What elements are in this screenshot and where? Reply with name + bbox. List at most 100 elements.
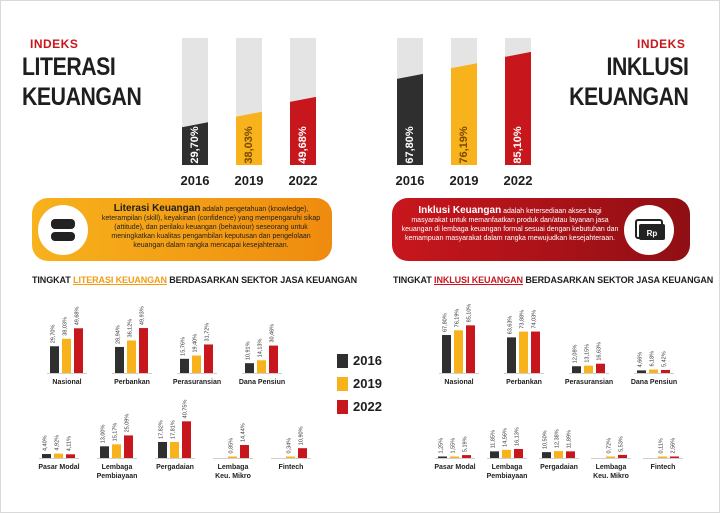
literasi-index-year-label: 2019 bbox=[235, 173, 264, 188]
inklusi-sector-bar-label: 85,10% bbox=[467, 304, 473, 323]
inklusi-sector-title: TINGKAT INKLUSI KEUANGAN BERDASARKAN SEK… bbox=[393, 275, 713, 285]
inklusi-sector-bar-label: 74,03% bbox=[532, 310, 538, 329]
inklusi-sector-bar-label: 10,50% bbox=[543, 430, 549, 449]
inklusi-sector-bar-label: 14,56% bbox=[503, 428, 509, 447]
literasi-sector-bar bbox=[124, 435, 133, 458]
literasi-sector-category-label: Perbankan bbox=[114, 379, 150, 386]
literasi-sector-bar bbox=[192, 355, 201, 373]
literasi-sector-bar bbox=[42, 454, 51, 458]
literasi-sector-bar-label: 49,68% bbox=[75, 307, 81, 326]
inklusi-sector-bar bbox=[514, 448, 523, 458]
inklusi-sector-bar bbox=[542, 452, 551, 458]
literasi-index-bar-cap bbox=[182, 122, 208, 131]
literasi-sector-bar bbox=[240, 445, 249, 458]
inklusi-sector-bar-label: 13,15% bbox=[585, 344, 591, 363]
inklusi-sector-bar bbox=[661, 369, 670, 373]
literasi-definition-body: adalah pengetahuan (knowledge), keteramp… bbox=[101, 206, 321, 249]
literasi-sector-bar-label: 0,34% bbox=[287, 438, 293, 454]
inklusi-sector-bar-label: 0,11% bbox=[659, 438, 665, 453]
literasi-index-bar-cap bbox=[236, 111, 262, 120]
literasi-sector-bar bbox=[74, 328, 83, 373]
literasi-index-bar-cap bbox=[290, 96, 316, 105]
inklusi-sector-bar bbox=[596, 363, 605, 373]
inklusi-sector-bar bbox=[490, 451, 499, 458]
literasi-sector-bar-label: 31,72% bbox=[205, 323, 211, 342]
literasi-index-value-label: 29,70% bbox=[189, 126, 201, 164]
inklusi-sector-bar-label: 11,85% bbox=[491, 430, 497, 448]
literasi-sector-category-label: Dana Pensiun bbox=[239, 379, 285, 386]
left-title-line2: KEUANGAN bbox=[22, 83, 142, 111]
inklusi-index-bar-cap bbox=[451, 63, 477, 72]
legend-swatch-2022 bbox=[337, 400, 348, 414]
inklusi-sector-bar-label: 6,18% bbox=[650, 351, 656, 367]
inklusi-definition-title: Inklusi Keuangan bbox=[418, 205, 502, 216]
literasi-index-chart: 29,70% 2016 38,03% 2019 49,68% 2022 bbox=[181, 38, 317, 188]
inklusi-sector-bar bbox=[618, 454, 627, 458]
literasi-definition-text: Literasi Keuangan adalah pengetahuan (kn… bbox=[100, 204, 322, 250]
left-small-title: INDEKS bbox=[30, 37, 79, 51]
inklusi-index-value-label: 67,80% bbox=[404, 126, 416, 164]
literasi-index-year-label: 2016 bbox=[181, 173, 210, 188]
inklusi-sector-bar bbox=[454, 330, 463, 373]
literasi-sector-bar bbox=[204, 344, 213, 373]
inklusi-sector-chart: 67,80% 76,19% 85,10% Nasional 63,63% 73,88% 74… bbox=[434, 304, 683, 480]
inklusi-index-year-label: 2016 bbox=[396, 173, 425, 188]
inklusi-sector-bar bbox=[531, 331, 540, 373]
inklusi-sector-bar bbox=[670, 456, 679, 458]
literasi-sector-title-highlight: LITERASI KEUANGAN bbox=[73, 275, 167, 285]
inklusi-sector-bar bbox=[507, 337, 516, 373]
literasi-index-bar bbox=[236, 116, 262, 165]
inklusi-sector-bar bbox=[606, 456, 615, 458]
literasi-sector-bar-label: 4,11% bbox=[67, 436, 73, 451]
inklusi-index-bar-cap bbox=[505, 51, 531, 60]
literasi-sector-category-label: Lembaga bbox=[218, 464, 249, 471]
literasi-sector-bar-label: 10,90% bbox=[299, 426, 305, 445]
book-stack-icon bbox=[51, 219, 75, 241]
literasi-sector-bar-label: 17,82% bbox=[159, 420, 165, 439]
literasi-sector-bar-label: 17,81% bbox=[171, 420, 177, 439]
inklusi-sector-category-label: Perbankan bbox=[506, 379, 542, 386]
literasi-sector-bar bbox=[182, 421, 191, 458]
inklusi-sector-bar-label: 12,08% bbox=[573, 344, 579, 363]
inklusi-sector-bar-label: 12,38% bbox=[555, 429, 561, 448]
inklusi-index-bar bbox=[451, 68, 477, 165]
literasi-index-value-label: 38,03% bbox=[243, 126, 255, 164]
literasi-index-bar bbox=[290, 101, 316, 165]
literasi-sector-title: TINGKAT LITERASI KEUANGAN BERDASARKAN SE… bbox=[32, 275, 357, 285]
inklusi-sector-bar bbox=[442, 335, 451, 373]
inklusi-sector-bar bbox=[658, 456, 667, 458]
literasi-sector-category-label: Pembiayaan bbox=[97, 473, 138, 480]
literasi-sector-bar-label: 14,13% bbox=[258, 339, 264, 358]
legend-label-2016: 2016 bbox=[353, 353, 382, 368]
literasi-sector-bar bbox=[115, 346, 124, 373]
literasi-sector-category-label: Pergadaian bbox=[156, 464, 194, 471]
inklusi-sector-title-pre: TINGKAT bbox=[393, 275, 432, 285]
literasi-sector-bar-label: 15,17% bbox=[113, 423, 119, 442]
literasi-sector-bar bbox=[180, 358, 189, 373]
literasi-sector-bar-label: 13,00% bbox=[101, 425, 107, 444]
literasi-sector-chart: 29,70% 38,03% 49,68% Nasional 28,94% 36,12% 49… bbox=[38, 306, 311, 480]
literasi-sector-category-label: Pasar Modal bbox=[38, 464, 79, 471]
legend-label-2019: 2019 bbox=[353, 376, 382, 391]
literasi-sector-bar-label: 36,12% bbox=[128, 319, 134, 338]
literasi-sector-bar bbox=[298, 448, 307, 458]
money-icon-label: Rp bbox=[647, 229, 658, 238]
right-small-title: INDEKS bbox=[637, 37, 686, 51]
literasi-index-value-label: 49,68% bbox=[297, 126, 309, 164]
inklusi-sector-bar-label: 0,72% bbox=[607, 438, 613, 454]
inklusi-sector-bar bbox=[450, 456, 459, 458]
inklusi-definition-text: Inklusi Keuangan adalah ketersediaan aks… bbox=[400, 206, 620, 243]
inklusi-sector-bar bbox=[466, 325, 475, 373]
inklusi-index-bar bbox=[505, 56, 531, 165]
literasi-sector-title-post: BERDASARKAN SEKTOR JASA KEUANGAN bbox=[169, 275, 358, 285]
inklusi-sector-bar-label: 16,63% bbox=[597, 342, 603, 361]
literasi-sector-bar-label: 0,85% bbox=[229, 438, 235, 454]
literasi-sector-title-pre: TINGKAT bbox=[32, 275, 71, 285]
inklusi-index-chart: 67,80% 2016 76,19% 2019 85,10% 2022 bbox=[396, 38, 532, 188]
literasi-sector-bar bbox=[62, 338, 71, 373]
inklusi-sector-category-label: Pasar Modal bbox=[434, 464, 475, 471]
legend-swatch-2016 bbox=[337, 354, 348, 368]
inklusi-index-value-label: 76,19% bbox=[458, 126, 470, 164]
literasi-sector-bar bbox=[257, 360, 266, 373]
literasi-sector-bar bbox=[50, 346, 59, 373]
